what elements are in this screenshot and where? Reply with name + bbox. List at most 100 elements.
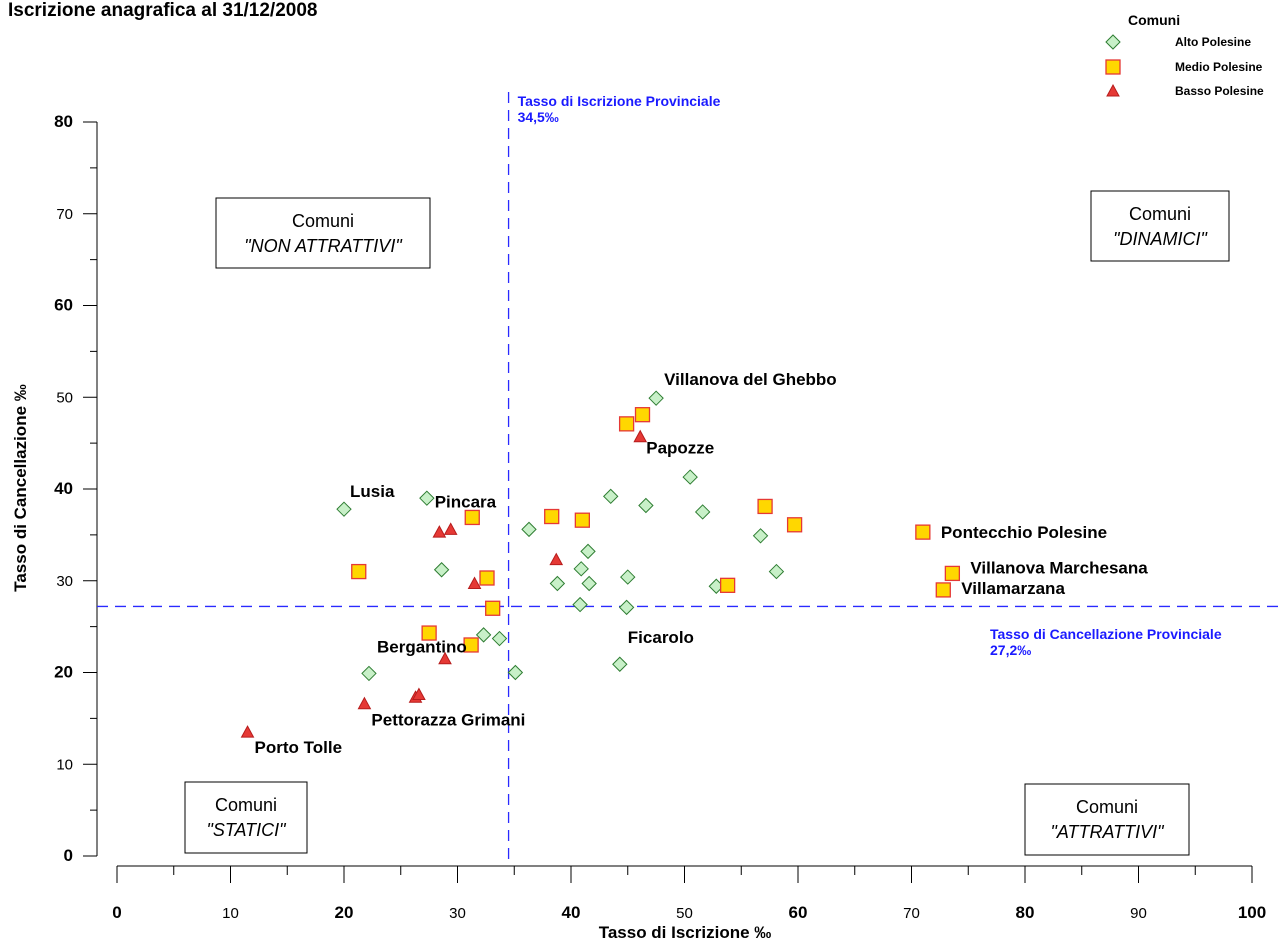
square-point	[464, 509, 480, 526]
y-tick-label: 0	[64, 846, 73, 865]
quadrant-box	[184, 781, 308, 854]
series-medio-polesine	[351, 407, 961, 653]
x-tick-label: 0	[112, 903, 121, 922]
square-point	[935, 582, 951, 598]
square-point	[719, 577, 736, 593]
x-tick-label: 90	[1130, 905, 1147, 922]
series-basso-polesine	[240, 429, 648, 738]
quadrant-title: Comuni	[215, 795, 277, 815]
point-labels: Villanova del Ghebbo Lusia Ficarolo Pontecc…	[255, 370, 1149, 757]
quadrant-subtitle: "STATICI"	[206, 820, 287, 840]
square-point	[463, 637, 479, 653]
square-point	[351, 563, 367, 580]
point-label: Papozze	[646, 439, 714, 458]
diamond-point	[618, 599, 635, 616]
point-label: Villanova Marchesana	[970, 558, 1148, 577]
x-tick-label: 80	[1016, 903, 1035, 922]
y-tick-label: 80	[54, 112, 73, 131]
square-point	[544, 508, 560, 525]
diamond-point	[507, 664, 524, 681]
y-reference-value: 27,2‰	[990, 642, 1031, 658]
x-axis-title: Tasso di Iscrizione ‰	[599, 923, 772, 941]
x-tick-label: 70	[903, 905, 920, 922]
x-tick-label: 40	[562, 903, 581, 922]
legend-title: Comuni	[1128, 12, 1180, 28]
point-label: Pettorazza Grimani	[371, 711, 525, 730]
chart-title: Iscrizione anagrafica al 31/12/2008	[8, 0, 317, 21]
diamond-point	[361, 665, 377, 682]
square-point	[485, 600, 501, 616]
quadrant-bottom-left: Comuni "STATICI"	[184, 781, 308, 854]
quadrant-title: Comuni	[1129, 204, 1191, 224]
legend-item: Alto Polesine	[1175, 35, 1251, 49]
y-tick-label: 20	[54, 663, 73, 682]
triangle-point	[549, 552, 564, 566]
diamond-point	[580, 543, 596, 560]
square-point	[618, 416, 635, 432]
point-label: Pontecchio Polesine	[941, 523, 1107, 542]
diamond-point	[521, 521, 537, 538]
diamond-point	[603, 488, 619, 505]
series-alto-polesine	[336, 390, 785, 682]
quadrant-box	[1024, 783, 1190, 856]
quadrant-title: Comuni	[292, 211, 354, 231]
legend-item: Medio Polesine	[1175, 60, 1263, 74]
legend-diamond-icon	[1105, 34, 1121, 50]
y-tick-label: 60	[54, 296, 73, 315]
triangle-point	[633, 429, 648, 443]
triangle-point	[467, 576, 482, 590]
diamond-point	[638, 497, 654, 514]
quadrant-subtitle: "DINAMICI"	[1113, 229, 1208, 249]
x-reference-label: Tasso di Iscrizione Provinciale	[518, 93, 721, 109]
y-tick-label: 50	[56, 389, 73, 406]
x-tick-label: 30	[449, 905, 466, 922]
diamond-point	[612, 656, 628, 672]
triangle-point	[438, 651, 452, 665]
square-point	[634, 407, 651, 423]
diamond-point	[682, 469, 698, 485]
x-tick-label: 50	[676, 905, 693, 922]
quadrant-top-right: Comuni "DINAMICI"	[1090, 190, 1230, 262]
x-tick-label: 10	[222, 905, 239, 922]
diamond-point	[572, 596, 588, 613]
x-reference-value: 34,5‰	[518, 109, 559, 125]
quadrant-bottom-right: Comuni "ATTRATTIVI"	[1024, 783, 1190, 856]
data-points	[240, 390, 961, 738]
point-label: Lusia	[350, 482, 395, 501]
legend: Comuni Alto Polesine Medio Polesine Basso P…	[1105, 12, 1264, 98]
diamond-point	[768, 563, 785, 580]
triangle-point	[240, 725, 255, 738]
triangle-point	[443, 522, 458, 535]
square-point	[479, 570, 495, 586]
quadrant-top-left: Comuni "NON ATTRATTIVI"	[215, 197, 431, 269]
point-label: Bergantino	[377, 638, 467, 657]
quadrant-subtitle: "NON ATTRATTIVI"	[244, 236, 403, 256]
diamond-point	[491, 630, 508, 647]
diamond-point	[752, 528, 769, 544]
legend-square-icon	[1105, 59, 1121, 75]
point-label: Pincara	[435, 492, 497, 511]
point-label: Ficarolo	[628, 628, 694, 647]
point-label: Villamarzana	[961, 579, 1065, 598]
point-label: Porto Tolle	[255, 738, 343, 757]
diamond-point	[549, 575, 566, 592]
y-tick-label: 10	[56, 756, 73, 773]
triangle-point	[412, 687, 426, 701]
x-tick-label: 20	[335, 903, 354, 922]
diamond-point	[648, 390, 664, 406]
square-point	[786, 517, 803, 533]
y-tick-label: 70	[56, 206, 73, 223]
legend-item: Basso Polesine	[1175, 84, 1264, 98]
y-tick-label: 30	[56, 573, 73, 590]
square-point	[944, 565, 961, 582]
diamond-point	[433, 562, 450, 578]
triangle-point	[357, 696, 372, 710]
x-tick-label: 60	[789, 903, 808, 922]
quadrant-subtitle: "ATTRATTIVI"	[1050, 822, 1165, 842]
axes: 0 10 20 30 40 50 60 70 80 0 10 20 30 40 50 60 70 80 90 100	[54, 112, 1266, 922]
quadrant-labels: Comuni"NON ATTRATTIVI"Comuni"DINAMICI"Co…	[184, 190, 1230, 856]
diamond-point	[694, 504, 711, 520]
quadrant-box	[1090, 190, 1230, 262]
